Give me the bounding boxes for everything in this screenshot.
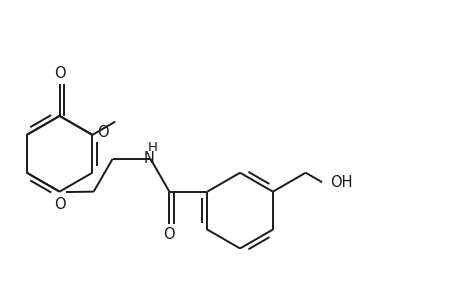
Text: N: N bbox=[143, 152, 154, 166]
Text: O: O bbox=[97, 125, 108, 140]
Text: O: O bbox=[54, 196, 65, 211]
Text: H: H bbox=[147, 141, 157, 154]
Text: O: O bbox=[54, 66, 65, 81]
Text: O: O bbox=[163, 227, 175, 242]
Text: OH: OH bbox=[329, 175, 352, 190]
